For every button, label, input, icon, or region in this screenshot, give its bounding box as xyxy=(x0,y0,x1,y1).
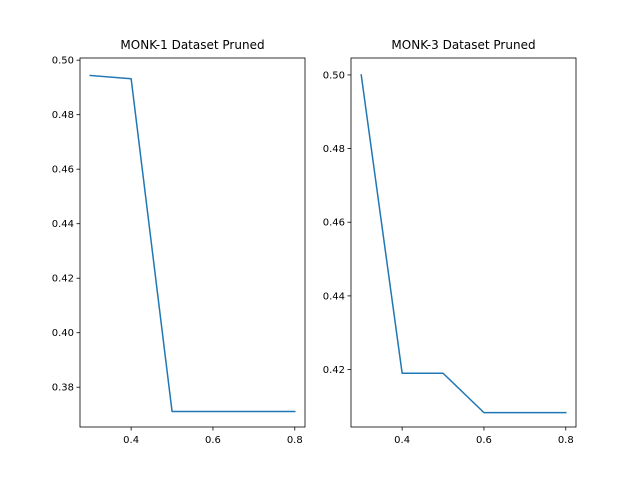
axes-frame xyxy=(79,57,306,428)
series-line-1 xyxy=(89,74,296,413)
chart-panel-1: MONK-1 Dataset Pruned 0.4 0.6 0.8 0.38 0.40 0.… xyxy=(52,38,306,446)
y-tick-label: 0.42 xyxy=(323,365,345,376)
x-tick-label: 0.8 xyxy=(558,435,574,446)
chart-title: MONK-1 Dataset Pruned xyxy=(120,38,264,52)
y-tick-label: 0.48 xyxy=(323,144,345,155)
y-tick-label: 0.50 xyxy=(52,56,74,67)
y-tick-label: 0.38 xyxy=(52,383,74,394)
x-tick-label: 0.4 xyxy=(123,435,139,446)
chart-title: MONK-3 Dataset Pruned xyxy=(391,38,535,52)
axes-frame xyxy=(350,57,577,428)
y-tick-label: 0.44 xyxy=(52,219,74,230)
x-tick-label: 0.4 xyxy=(394,435,410,446)
y-tick-label: 0.46 xyxy=(52,165,74,176)
y-tick-label: 0.42 xyxy=(52,274,74,285)
y-tick-label: 0.48 xyxy=(52,110,74,121)
x-tick-label: 0.6 xyxy=(476,435,492,446)
y-tick-label: 0.50 xyxy=(323,70,345,81)
y-tick-label: 0.46 xyxy=(323,218,345,229)
series-line-1 xyxy=(360,74,567,414)
x-tick-label: 0.8 xyxy=(287,435,303,446)
x-tick-label: 0.6 xyxy=(205,435,221,446)
y-tick-label: 0.44 xyxy=(323,291,345,302)
y-tick-label: 0.40 xyxy=(52,328,74,339)
chart-panel-2: MONK-3 Dataset Pruned 0.4 0.6 0.8 0.42 0.44 0.… xyxy=(323,38,577,446)
